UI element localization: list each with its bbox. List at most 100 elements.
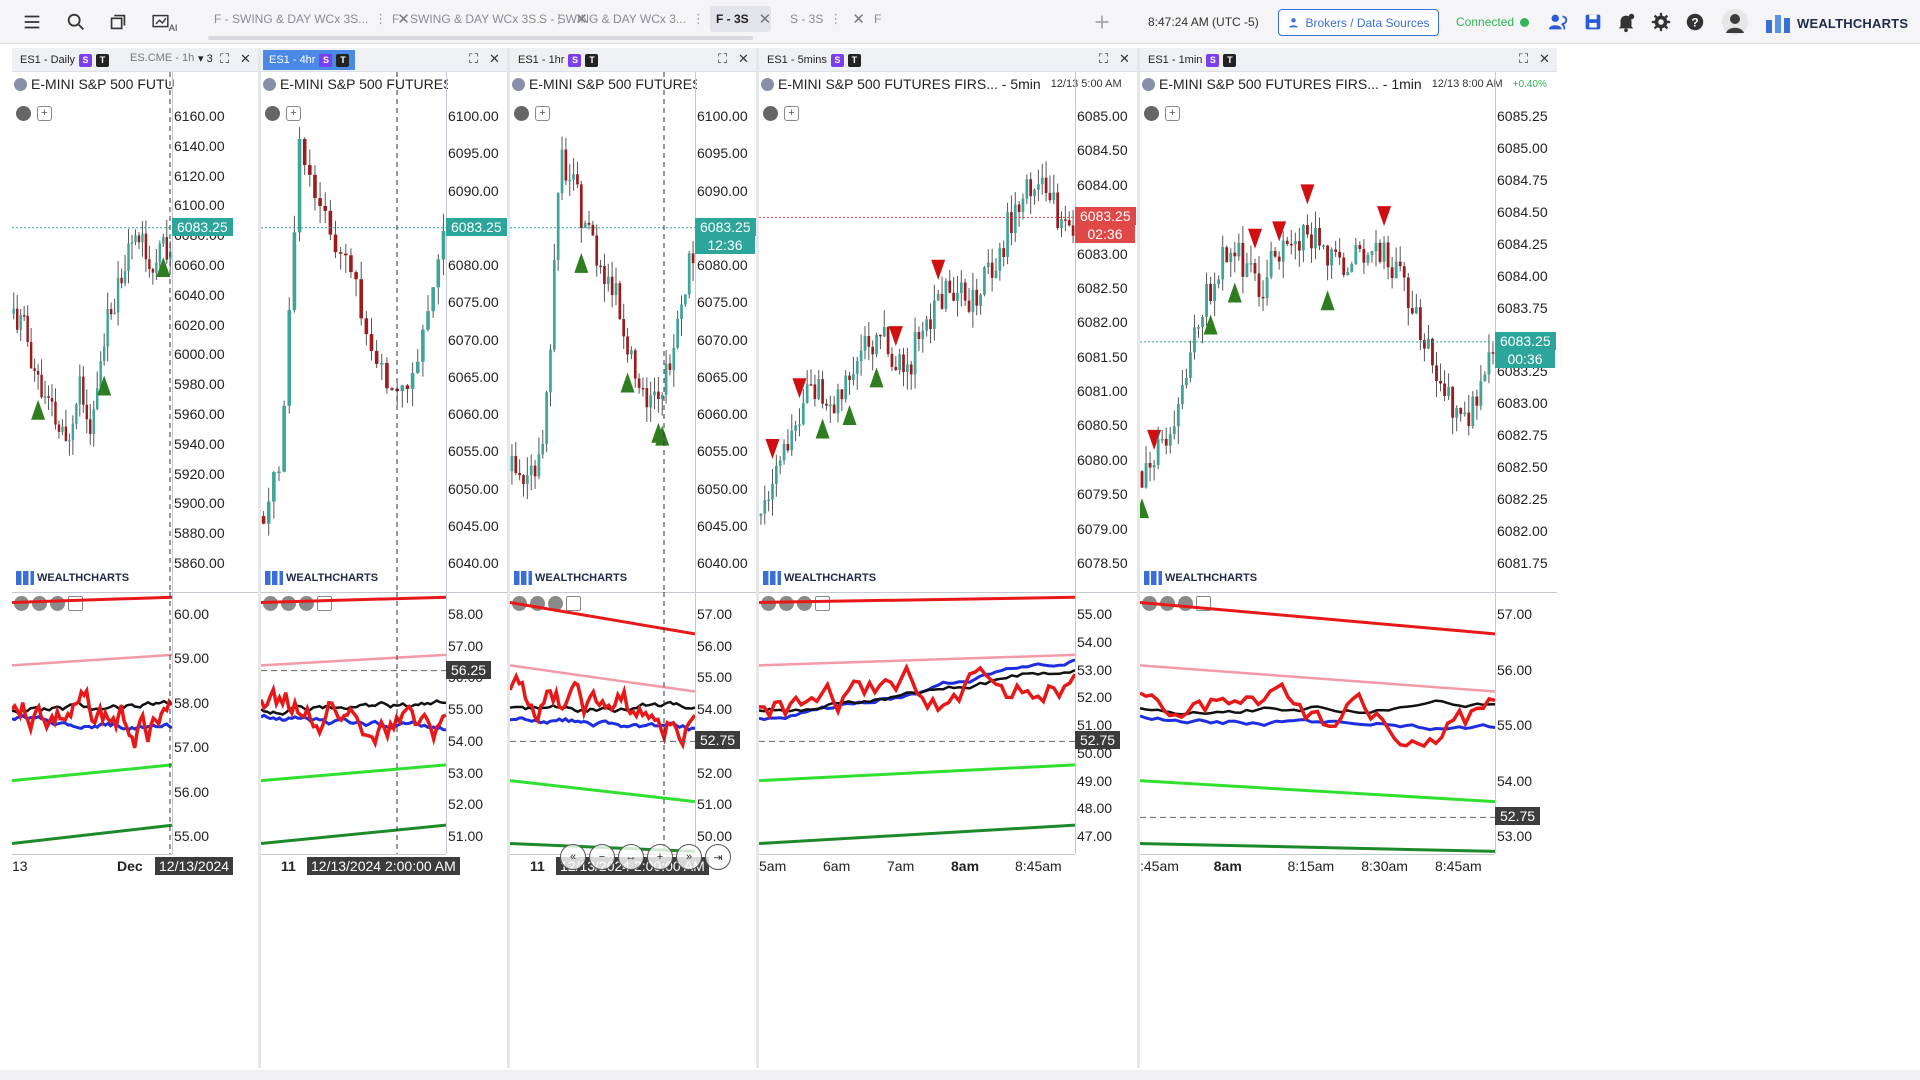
scroll-forward-icon[interactable]: » (676, 844, 702, 870)
ai-chart-icon[interactable]: AI (150, 10, 182, 34)
workspace-tab[interactable]: S - 3S ⋮ ✕ (784, 6, 865, 32)
tab-count-dropdown[interactable]: ▾ 3 (198, 53, 213, 65)
oscillator-chart[interactable] (12, 592, 172, 854)
hide-indicators-icon[interactable] (265, 106, 280, 121)
strategy-badge[interactable]: S (568, 53, 582, 67)
strategy-badge[interactable]: S (830, 53, 844, 67)
price-chart[interactable] (759, 72, 1075, 591)
panel-tab[interactable]: ES1 - 4hr S T (263, 50, 356, 70)
menu-icon[interactable] (20, 10, 44, 34)
close-panel-icon[interactable]: ✕ (1119, 51, 1130, 66)
maximize-icon[interactable]: ⛶ (220, 51, 230, 66)
close-panel-icon[interactable]: ✕ (240, 51, 251, 66)
maximize-icon[interactable]: ⛶ (1099, 51, 1109, 66)
hide-indicators-icon[interactable] (763, 106, 778, 121)
panel-tab[interactable]: ES1 - 5mins S T (761, 50, 867, 70)
add-indicator-icon[interactable] (566, 596, 581, 611)
collapse-icon[interactable] (32, 596, 47, 611)
maximize-icon[interactable]: ⛶ (718, 51, 728, 66)
hide-indicators-icon[interactable] (16, 106, 31, 121)
price-chart[interactable] (12, 72, 172, 591)
secondary-tab-label[interactable]: ES.CME - 1h (130, 52, 195, 64)
scroll-to-latest-icon[interactable]: ⇥ (705, 844, 731, 870)
trade-badge[interactable]: T (1223, 53, 1237, 67)
close-panel-icon[interactable]: ✕ (489, 51, 500, 66)
notifications-icon[interactable] (1614, 10, 1638, 34)
tab-close-icon[interactable]: ✕ (397, 11, 410, 28)
price-chart[interactable] (1140, 72, 1495, 591)
collapse-icon[interactable] (281, 596, 296, 611)
panel-resize-handle[interactable] (507, 48, 510, 1068)
oscillator-chart[interactable] (759, 592, 1075, 854)
trade-badge[interactable]: T (847, 53, 861, 67)
search-icon[interactable] (64, 10, 88, 34)
layers-icon[interactable] (106, 10, 130, 34)
strategy-badge[interactable]: S (319, 53, 333, 67)
panel-resize-handle[interactable] (756, 48, 759, 1068)
settings-icon[interactable] (1649, 10, 1673, 34)
add-indicator-icon[interactable]: + (37, 106, 52, 121)
tab-close-icon[interactable]: ✕ (575, 11, 588, 28)
tab-menu-icon[interactable]: ⋮ (829, 11, 843, 26)
tab-menu-icon[interactable]: ⋮ (691, 11, 705, 26)
tab-close-icon[interactable]: ✕ (852, 11, 865, 28)
reset-zoom-icon[interactable]: ↔ (618, 844, 644, 870)
zoom-out-icon[interactable]: − (589, 844, 615, 870)
users-icon[interactable] (1546, 10, 1570, 34)
chart-panel-p4[interactable]: ES1 - 5mins S T ⛶ ✕ E-MINI S&P 500 FUTURES FI… (759, 48, 1137, 1068)
maximize-icon[interactable]: ⛶ (1519, 51, 1529, 66)
price-chart[interactable] (510, 72, 695, 591)
panel-resize-handle[interactable] (1137, 48, 1140, 1068)
chart-panel-p5[interactable]: ES1 - 1min S T ⛶ ✕ E-MINI S&P 500 FUTURES FIR… (1140, 48, 1557, 1068)
panel-tab[interactable]: ES1 - 1min S T (1142, 50, 1242, 70)
hide-indicators-icon[interactable] (1144, 106, 1159, 121)
add-tab-icon[interactable] (1090, 10, 1114, 34)
add-indicator-icon[interactable] (815, 596, 830, 611)
workspace-tab[interactable]: F - SWING & DAY WCx 3S... ⋮ ✕ (208, 6, 410, 32)
help-icon[interactable]: ? (1683, 10, 1707, 34)
pane-divider[interactable] (759, 592, 1137, 593)
workspace-tab[interactable]: F - SWING & DAY WCx 3S... ⋮ ✕ (386, 6, 588, 32)
hide-indicators-icon[interactable] (514, 106, 529, 121)
add-indicator-icon[interactable]: + (535, 106, 550, 121)
tab-menu-icon[interactable]: ⋮ (374, 11, 388, 26)
panel-tab[interactable]: ES1 - 1hr S T (512, 50, 604, 70)
save-icon[interactable] (1581, 10, 1605, 34)
pane-divider[interactable] (261, 592, 507, 593)
user-avatar[interactable] (1721, 8, 1749, 36)
workspace-tab[interactable]: F (868, 6, 881, 32)
tab-close-icon[interactable]: ✕ (758, 11, 772, 28)
close-panel-icon[interactable]: ✕ (1539, 51, 1550, 66)
pane-divider[interactable] (1140, 592, 1557, 593)
close-panel-icon[interactable]: ✕ (738, 51, 749, 66)
workspace-tab[interactable]: S - SWING & DAY WCx 3...⋮✕ (533, 6, 727, 32)
price-chart[interactable] (261, 72, 446, 591)
zoom-in-icon[interactable]: + (647, 844, 673, 870)
brokers-data-sources-button[interactable]: Brokers / Data Sources (1278, 9, 1439, 36)
panel-resize-handle[interactable] (258, 48, 261, 1068)
maximize-icon[interactable]: ⛶ (469, 51, 479, 66)
tab-menu-icon[interactable]: ⋮ (552, 11, 566, 26)
add-indicator-icon[interactable]: + (784, 106, 799, 121)
pane-divider[interactable] (510, 592, 756, 593)
oscillator-chart[interactable] (1140, 592, 1495, 854)
chart-panel-p1[interactable]: ES1 - Daily S T ES.CME - 1h ▾ 3 ⛶ ✕ E-MINI S&P … (12, 48, 258, 1068)
trade-badge[interactable]: T (336, 53, 350, 67)
add-indicator-icon[interactable]: + (1165, 106, 1180, 121)
oscillator-chart[interactable] (261, 592, 446, 854)
add-indicator-icon[interactable]: + (286, 106, 301, 121)
expand-icon[interactable] (548, 596, 563, 611)
trade-badge[interactable]: T (96, 53, 110, 67)
strategy-badge[interactable]: S (79, 53, 93, 67)
strategy-badge[interactable]: S (1206, 53, 1220, 67)
panel-tab[interactable]: ES1 - Daily S T (14, 50, 115, 70)
workspace-tab[interactable]: F - 3S ✕ (710, 6, 772, 32)
scroll-start-icon[interactable]: « (560, 844, 586, 870)
trade-badge[interactable]: T (585, 53, 599, 67)
oscillator-chart[interactable] (510, 592, 695, 854)
pane-divider[interactable] (12, 592, 258, 593)
expand-icon[interactable] (797, 596, 812, 611)
tab-scrollbar[interactable] (208, 36, 753, 40)
